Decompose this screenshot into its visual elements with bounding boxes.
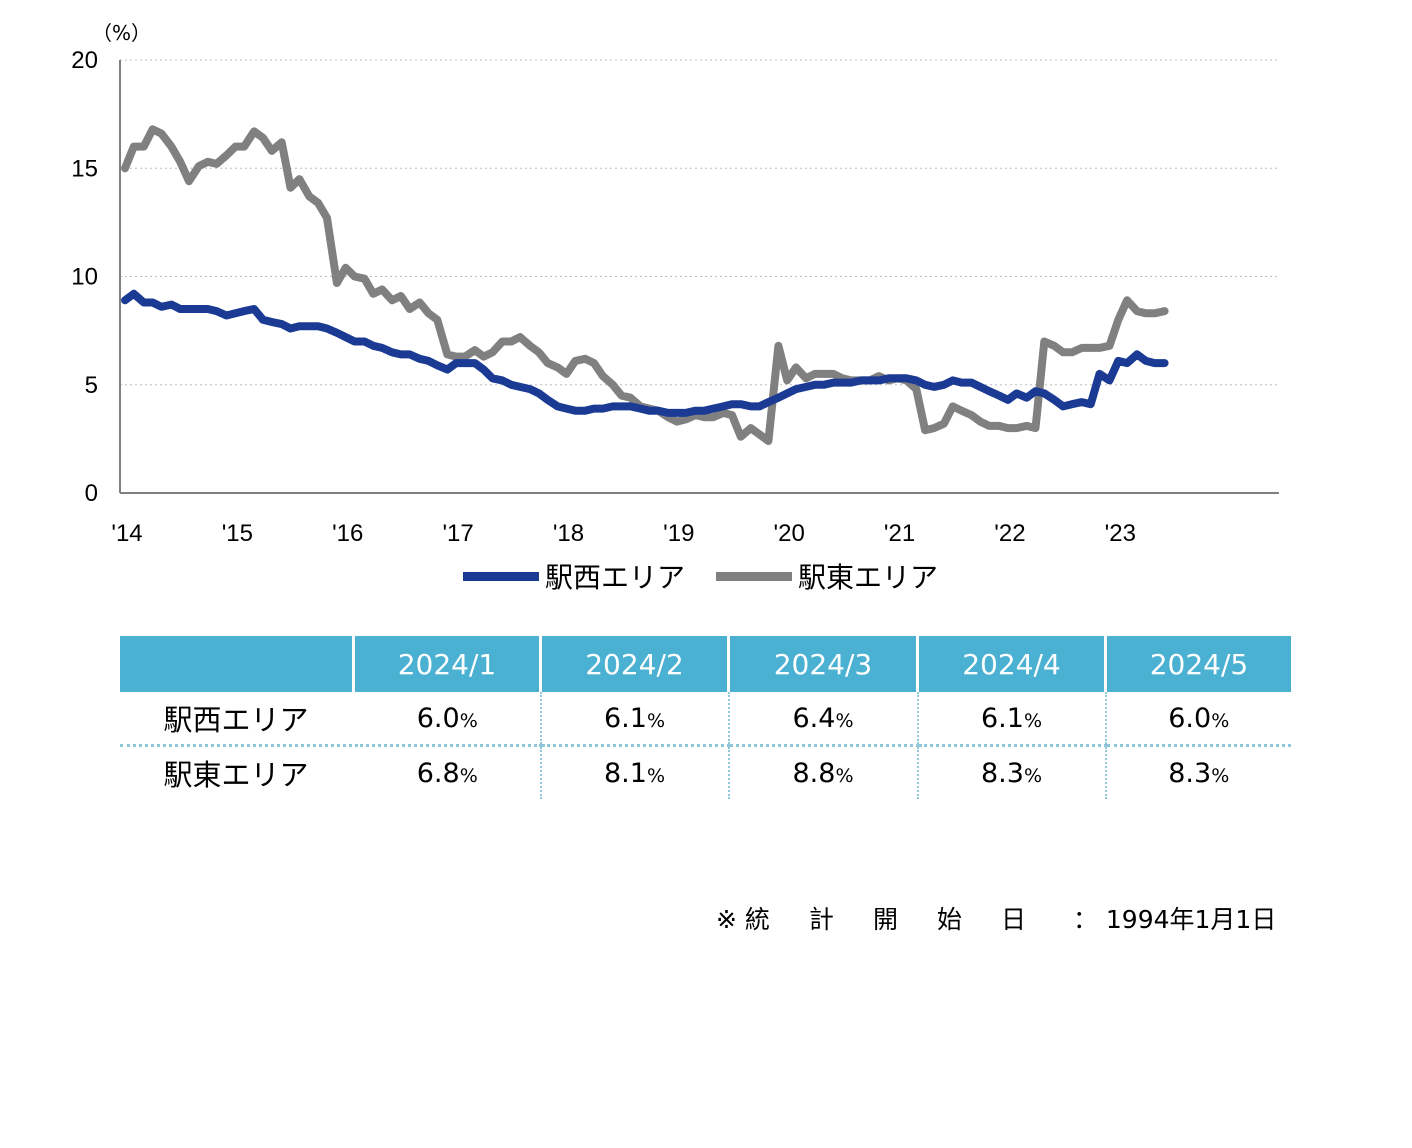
table-corner-cell — [120, 636, 355, 692]
vacancy-table: 2024/1 2024/2 2024/3 2024/4 2024/5 駅西エリア… — [120, 636, 1291, 799]
y-tick-label: 20 — [71, 47, 98, 74]
table-row: 駅西エリア 6.0% 6.1% 6.4% 6.1% 6.0% — [120, 692, 1291, 747]
cell-unit: % — [1023, 764, 1042, 787]
cell-value: 6.1 — [980, 702, 1024, 734]
note-value: 1994年1月1日 — [1105, 905, 1277, 934]
cell-value: 8.1 — [603, 757, 647, 789]
row-label: 駅西エリア — [120, 692, 355, 747]
y-axis-ticks: 20 15 10 5 0 — [71, 47, 98, 507]
cell-unit: % — [835, 764, 854, 787]
note-label-char: 始 — [936, 905, 962, 934]
series-line-west — [121, 289, 1169, 417]
x-tick-label: '15 — [222, 520, 253, 547]
cell-value: 8.3 — [980, 757, 1024, 789]
column-header: 2024/4 — [917, 636, 1107, 692]
cell-unit: % — [646, 709, 665, 732]
table-cell: 8.3% — [917, 745, 1107, 799]
legend-item-east: 駅東エリア — [716, 556, 938, 596]
cell-value: 6.4 — [792, 702, 836, 734]
cell-value: 6.0 — [416, 702, 460, 734]
note-label-char: 開 — [872, 905, 898, 934]
cell-value: 6.1 — [603, 702, 647, 734]
x-tick-label: '19 — [663, 520, 694, 547]
cell-value: 6.0 — [1168, 702, 1212, 734]
x-tick-label: '20 — [774, 520, 805, 547]
gridlines — [120, 59, 1279, 386]
table-cell: 6.8% — [353, 745, 542, 799]
y-tick-label: 0 — [85, 480, 98, 507]
legend-swatch-east — [716, 571, 792, 581]
cell-unit: % — [459, 764, 478, 787]
y-axis-unit: （%） — [92, 21, 151, 45]
cell-unit: % — [1211, 764, 1230, 787]
legend-item-west: 駅西エリア — [463, 556, 685, 596]
cell-value: 8.8 — [792, 757, 836, 789]
note-label: 統計開始日 — [745, 905, 1073, 934]
table-cell: 6.0% — [1105, 692, 1291, 747]
y-tick-label: 15 — [71, 155, 98, 182]
note-colon: ： — [1072, 905, 1098, 934]
x-tick-label: '16 — [332, 520, 363, 547]
column-header: 2024/3 — [728, 636, 919, 692]
table-header-row: 2024/1 2024/2 2024/3 2024/4 2024/5 — [120, 636, 1291, 692]
x-tick-label: '14 — [111, 520, 142, 547]
table-cell: 6.0% — [353, 692, 542, 747]
x-tick-label: '21 — [884, 520, 915, 547]
legend-label-east: 駅東エリア — [798, 561, 939, 594]
row-label: 駅東エリア — [120, 745, 355, 799]
column-header: 2024/5 — [1105, 636, 1291, 692]
column-header: 2024/1 — [353, 636, 542, 692]
table-cell: 8.8% — [728, 745, 919, 799]
cell-unit: % — [1023, 709, 1042, 732]
cell-value: 8.3 — [1168, 757, 1212, 789]
cell-unit: % — [1211, 709, 1230, 732]
cell-unit: % — [646, 764, 665, 787]
table-cell: 8.1% — [540, 745, 730, 799]
series-lines — [121, 125, 1169, 445]
table-cell: 6.1% — [540, 692, 730, 747]
legend-swatch-west — [463, 571, 539, 581]
cell-value: 6.8 — [416, 757, 460, 789]
note-label-char: 統 — [744, 905, 770, 934]
footnote: ※ 統 計 開 始 日 ： 1994年1月1日 — [716, 900, 1276, 936]
x-axis-ticks: '14 '15 '16 '17 '18 '19 '20 '21 '22 '23 — [111, 520, 1136, 547]
legend: 駅西エリア 駅東エリア — [0, 556, 1412, 594]
x-tick-label: '17 — [442, 520, 473, 547]
legend-label-west: 駅西エリア — [545, 561, 686, 594]
table-cell: 8.3% — [1106, 746, 1292, 800]
column-header: 2024/2 — [540, 636, 730, 692]
note-label-char: 日 — [1000, 905, 1026, 934]
table-cell: 6.1% — [917, 692, 1107, 747]
table-row: 駅東エリア 6.8% 8.1% 8.8% 8.3% 8.3% — [120, 745, 1292, 800]
note-label-char: 計 — [808, 905, 834, 934]
series-line-east — [121, 125, 1169, 445]
axes — [119, 60, 1279, 494]
x-tick-label: '18 — [553, 520, 584, 547]
x-tick-label: '22 — [994, 520, 1025, 547]
table-cell: 6.4% — [728, 692, 919, 747]
y-tick-label: 10 — [71, 264, 98, 291]
note-mark: ※ — [716, 905, 737, 934]
x-tick-label: '23 — [1105, 520, 1136, 547]
y-tick-label: 5 — [85, 372, 98, 399]
cell-unit: % — [835, 709, 854, 732]
cell-unit: % — [459, 709, 478, 732]
